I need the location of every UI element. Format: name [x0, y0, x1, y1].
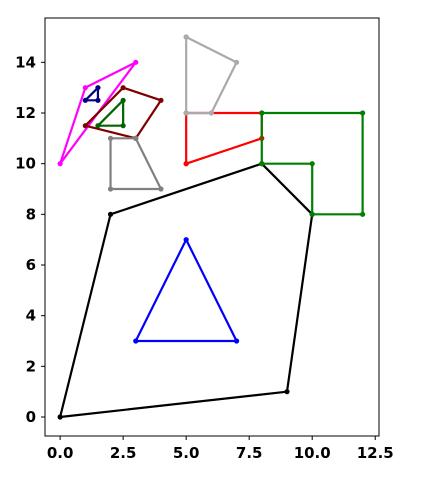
- y-tick-label: 10: [15, 155, 36, 173]
- series-7: [107, 135, 164, 192]
- plot-frame: [44, 17, 380, 437]
- series-0-line: [59, 162, 314, 419]
- series-1-point: [233, 338, 240, 344]
- series-1: [133, 237, 240, 344]
- series-6-point: [120, 85, 126, 91]
- series-8-point: [120, 123, 126, 129]
- x-tick-label: 0.0: [47, 444, 74, 462]
- series-4-point: [208, 110, 214, 116]
- y-tick-label: 12: [15, 104, 36, 122]
- series-4-point: [233, 59, 240, 65]
- series-7-point: [107, 135, 114, 141]
- series-3: [259, 110, 366, 217]
- series-1-point: [133, 338, 139, 344]
- series-8-line: [97, 99, 125, 127]
- series-layer: [57, 34, 366, 420]
- series-4-point: [183, 110, 189, 116]
- series-7-point: [133, 135, 139, 141]
- series-2-point: [183, 161, 189, 167]
- plot-background: [45, 18, 379, 436]
- series-4: [183, 34, 240, 116]
- series-9-point: [95, 85, 101, 91]
- series-0-point: [284, 389, 290, 395]
- series-7-point: [107, 186, 114, 192]
- series-3-point: [309, 211, 315, 217]
- x-tick-label: 2.5: [110, 444, 137, 462]
- x-tick-label: 7.5: [236, 444, 263, 462]
- y-tick-label: 14: [15, 53, 36, 71]
- series-3-point: [259, 161, 265, 167]
- series-9: [82, 85, 101, 103]
- y-tick-label: 8: [26, 205, 36, 223]
- series-3-point: [309, 161, 315, 167]
- series-8-point: [95, 123, 101, 129]
- series-0-point: [57, 414, 63, 420]
- series-4-point: [183, 34, 189, 40]
- series-9-point: [82, 97, 88, 103]
- series-8: [95, 97, 126, 129]
- series-5-point: [133, 59, 139, 65]
- series-8-point: [120, 97, 126, 103]
- series-3-point: [360, 110, 366, 116]
- y-tick-label: 4: [26, 307, 36, 325]
- series-6-point: [158, 97, 164, 103]
- axis-layer: 0.0 2.5 5.0 7.5 10.0 12.5 0 2 4 6 8 10 12 14: [15, 53, 394, 462]
- x-tick-label: 10.0: [294, 444, 331, 462]
- series-1-line: [134, 238, 238, 343]
- series-9-line: [84, 86, 100, 102]
- x-tick-label: 12.5: [357, 444, 394, 462]
- series-9-point: [95, 97, 101, 103]
- series-1-point: [183, 237, 189, 243]
- y-tick-label: 2: [26, 357, 36, 375]
- series-5-point: [57, 161, 63, 167]
- y-tick-label: 6: [26, 256, 36, 274]
- series-6-point: [82, 123, 88, 129]
- y-tick-label: 0: [26, 408, 36, 426]
- series-3-point: [360, 211, 366, 217]
- x-tick-label: 5.0: [173, 444, 200, 462]
- series-5-point: [82, 85, 88, 91]
- series-7-point: [158, 186, 164, 192]
- series-0-point: [107, 211, 114, 217]
- series-3-point: [259, 110, 265, 116]
